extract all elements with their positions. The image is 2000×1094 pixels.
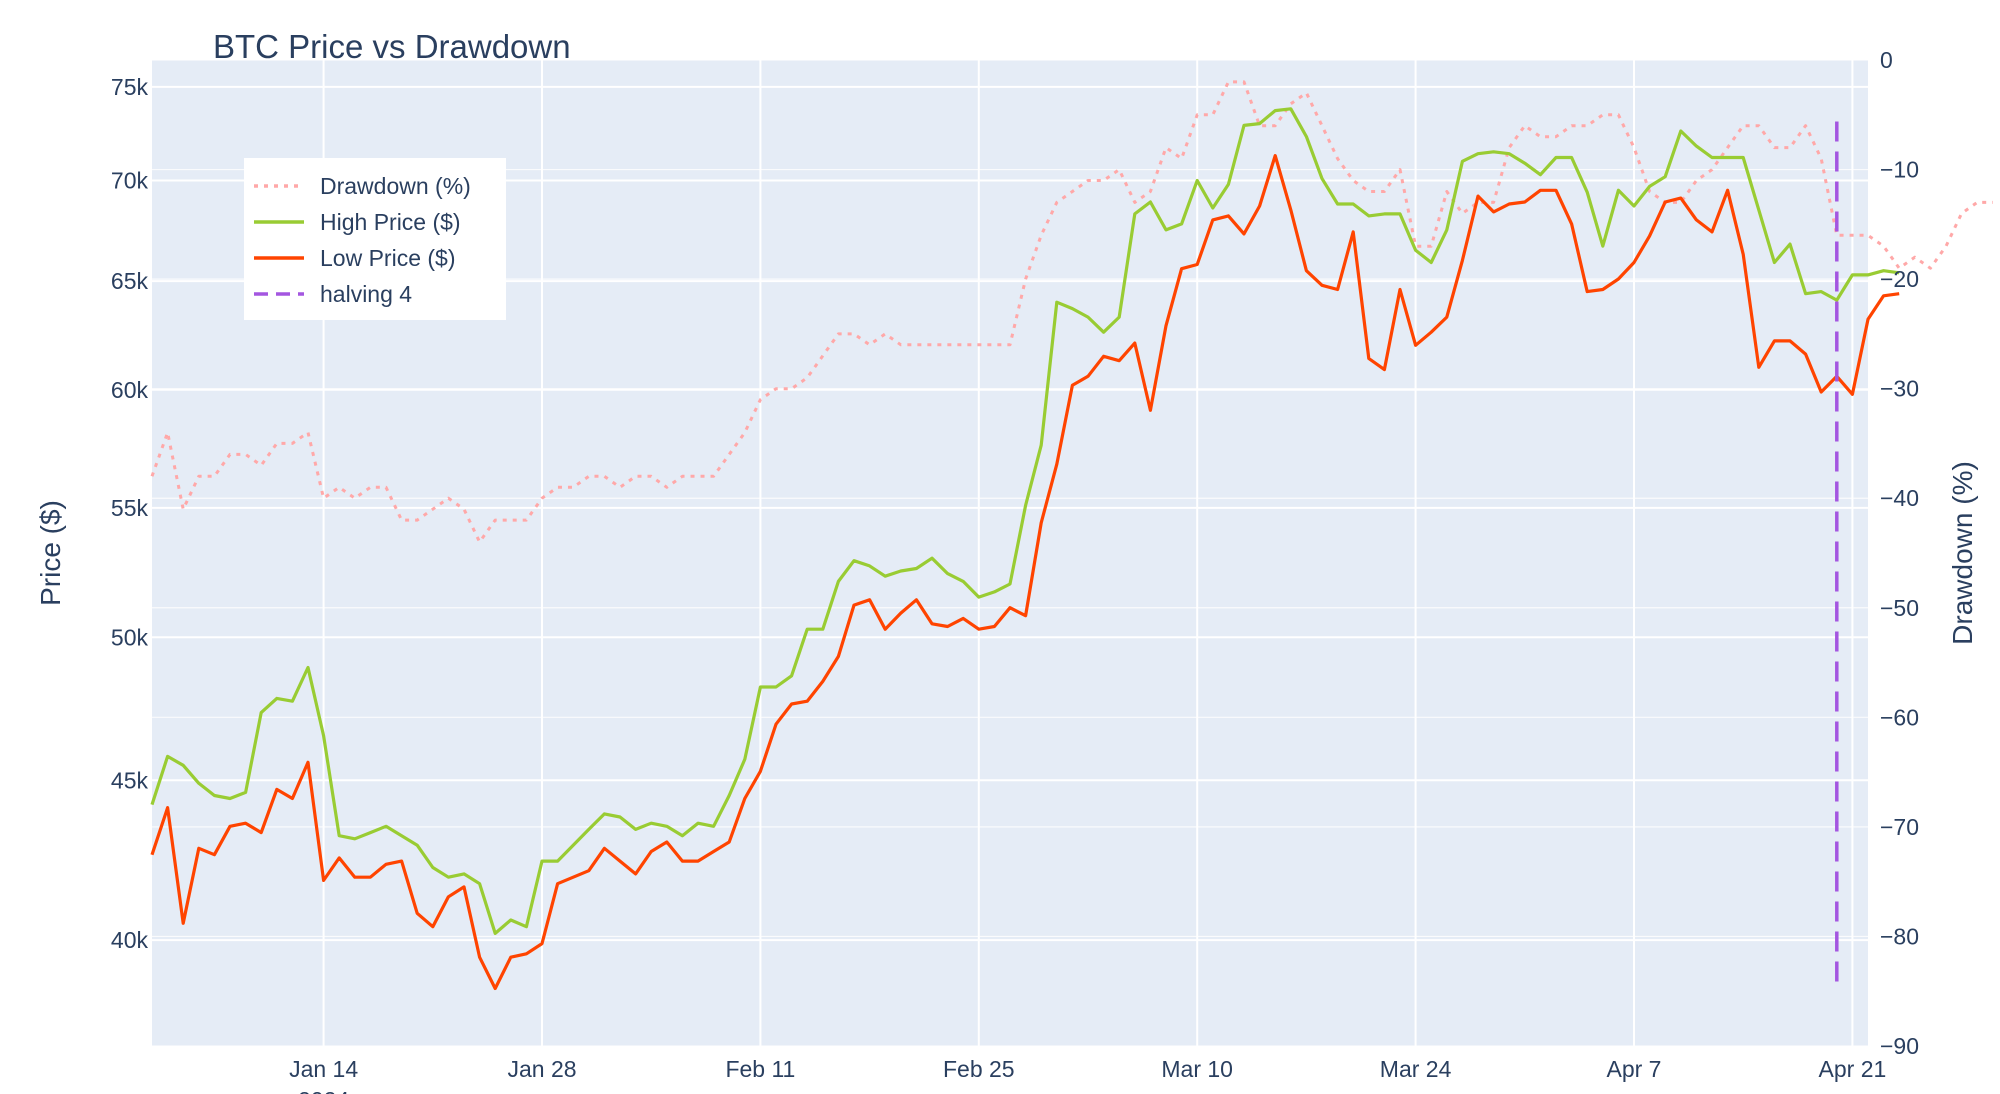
y2-tick-label: −60 xyxy=(1880,704,1919,730)
series-line-low-price xyxy=(150,154,1900,991)
x-tick-label: Mar 10 xyxy=(1161,1056,1233,1082)
y-tick-label: 60k xyxy=(111,377,149,403)
y-axis-title: Price ($) xyxy=(35,500,66,606)
y-tick-label: 65k xyxy=(111,268,149,294)
y2-tick-label: −10 xyxy=(1880,157,1919,183)
x-tick-label: Feb 11 xyxy=(725,1056,795,1082)
legend-label: Low Price ($) xyxy=(320,245,455,271)
series-line-drawdown xyxy=(150,80,1993,544)
y-tick-label: 55k xyxy=(111,495,149,521)
y2-tick-label: −40 xyxy=(1880,485,1919,511)
legend-label: High Price ($) xyxy=(320,209,461,235)
y2-tick-label: −70 xyxy=(1880,814,1919,840)
y2-axis-title: Drawdown (%) xyxy=(1947,461,1978,645)
x-tick-label: Apr 7 xyxy=(1607,1056,1662,1082)
grid-lines xyxy=(152,59,1868,1047)
x-tick-label: Feb 25 xyxy=(943,1056,1015,1082)
x-tick-label: Mar 24 xyxy=(1380,1056,1452,1082)
axes: Jan 14 2024 Jan 28 Feb 11 Feb 25 Mar 10 Mar 24… xyxy=(111,47,1919,1094)
y2-tick-label: 0 xyxy=(1880,47,1893,73)
x-tick-label: Jan 14 xyxy=(289,1056,358,1082)
x-tick-sublabel: 2024 xyxy=(298,1087,349,1094)
y2-tick-label: −30 xyxy=(1880,376,1919,402)
y2-tick-label: −50 xyxy=(1880,595,1919,621)
legend-label: halving 4 xyxy=(320,281,412,307)
y-tick-label: 50k xyxy=(111,624,149,650)
y2-tick-label: −20 xyxy=(1880,266,1919,292)
x-tick-label: Jan 28 xyxy=(507,1056,576,1082)
legend-label: Drawdown (%) xyxy=(320,173,471,199)
series-line-high-price xyxy=(150,107,1900,936)
x-tick-label: Apr 21 xyxy=(1819,1056,1887,1082)
legend: Drawdown (%) High Price ($) Low Price ($) h… xyxy=(244,158,506,320)
series-lines xyxy=(150,80,1993,991)
y-tick-label: 70k xyxy=(111,168,149,194)
y-tick-label: 40k xyxy=(111,927,149,953)
y2-tick-label: −90 xyxy=(1880,1033,1919,1059)
y-tick-label: 45k xyxy=(111,767,149,793)
y2-tick-label: −80 xyxy=(1880,923,1919,949)
y-tick-label: 75k xyxy=(111,74,149,100)
chart-title: BTC Price vs Drawdown xyxy=(213,28,571,65)
